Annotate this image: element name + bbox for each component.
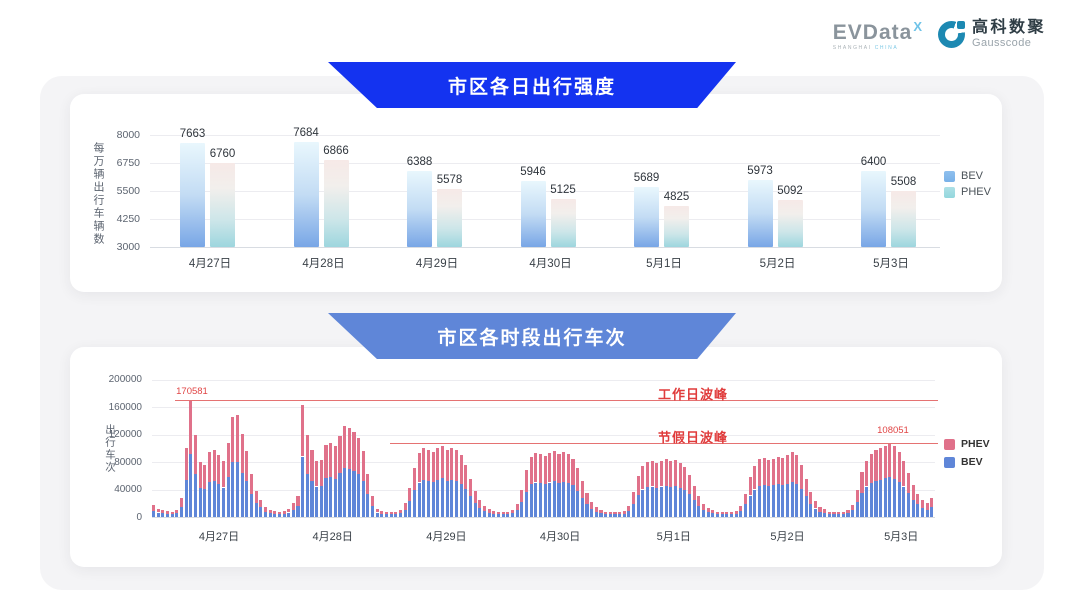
banner-title: 市区各时段出行车次	[437, 327, 627, 349]
evdata-tagline: SHANGHAI CHINA	[832, 45, 899, 51]
legend-swatch	[944, 438, 955, 450]
legend-label: BEV	[961, 170, 984, 182]
gausscode-g-icon	[937, 21, 965, 48]
legend-label: PHEV	[961, 186, 991, 198]
legend-item-phev[interactable]: PHEV	[944, 438, 990, 450]
banner-daily-intensity: 市区各日出行强度	[328, 62, 736, 108]
legend-item-phev[interactable]: PHEV	[944, 186, 991, 198]
legend-item-bev[interactable]: BEV	[944, 170, 983, 182]
banner-hourly-trips: 市区各时段出行车次	[328, 313, 736, 359]
legend-label: BEV	[961, 456, 983, 468]
evdata-logo: EVDataX SHANGHAI CHINA	[832, 19, 922, 51]
legend-swatch	[944, 170, 955, 182]
legend-swatch	[944, 186, 955, 198]
evdata-x-mark: X	[913, 19, 922, 34]
hourly-trips-card	[70, 347, 1002, 567]
gausscode-name-cn: 高科数聚	[971, 19, 1046, 36]
gausscode-name-en: Gausscode	[971, 37, 1032, 49]
legend-label: PHEV	[961, 438, 990, 450]
gausscode-logo: 高科数聚 Gausscode	[937, 19, 1046, 49]
legend-swatch	[944, 456, 955, 468]
logo-bar: EVDataX SHANGHAI CHINA 高科数聚 Gausscode	[832, 19, 1046, 62]
evdata-wordmark: EVData	[832, 21, 913, 44]
banner-title: 市区各日出行强度	[447, 76, 616, 98]
daily-intensity-card	[70, 94, 1002, 292]
legend-item-bev[interactable]: BEV	[944, 456, 983, 468]
